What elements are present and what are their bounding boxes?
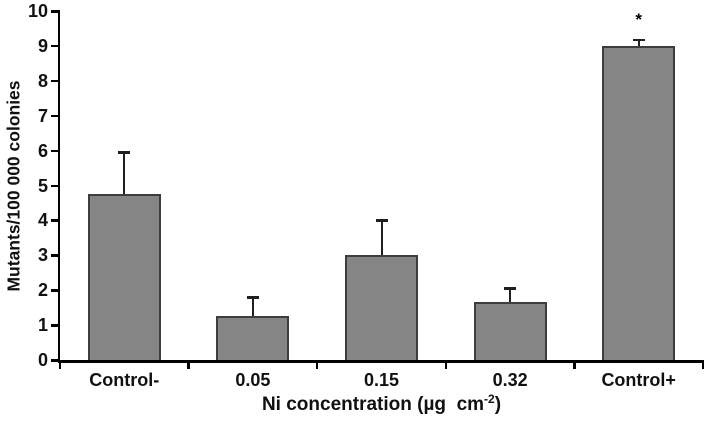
error-bar-line xyxy=(509,288,512,303)
y-axis-tick xyxy=(51,324,58,327)
error-bar-line xyxy=(251,297,254,317)
x-axis-title-close-paren: ) xyxy=(494,394,502,415)
y-axis-tick xyxy=(51,254,58,257)
error-bar-line xyxy=(637,39,640,46)
x-axis-tick xyxy=(444,362,448,369)
y-axis-tick-label: 3 xyxy=(37,245,48,266)
y-axis-tick xyxy=(51,79,58,83)
x-axis-tick xyxy=(187,362,190,369)
y-axis-tick xyxy=(51,114,58,118)
bar xyxy=(87,194,161,360)
y-axis-tick-label: 9 xyxy=(37,35,48,56)
bar xyxy=(602,45,676,360)
x-axis-title-text: Ni concentration (µg cm xyxy=(261,394,485,415)
y-axis-tick-label: 6 xyxy=(37,140,48,161)
y-axis-line xyxy=(57,10,60,360)
x-axis-category-label: 0.05 xyxy=(235,370,271,390)
y-axis-tick xyxy=(51,44,58,48)
y-axis-tick xyxy=(51,219,58,222)
bar xyxy=(473,302,547,360)
y-axis-tick xyxy=(51,359,58,362)
error-bar-cap xyxy=(246,296,259,299)
x-axis-title: Ni concentration (µg cm-2) xyxy=(60,392,703,417)
x-axis-category-label: Control+ xyxy=(601,370,676,390)
x-axis-title-superscript: -2 xyxy=(484,392,495,406)
error-bar-cap xyxy=(375,219,388,222)
x-axis-line xyxy=(57,360,704,363)
error-bar-cap xyxy=(632,38,645,42)
y-axis-tick-label: 8 xyxy=(37,70,48,91)
y-axis-tick-label: 1 xyxy=(37,315,48,336)
x-axis-category-label: 0.15 xyxy=(363,370,399,390)
x-axis-category-label: 0.32 xyxy=(492,370,528,390)
bar xyxy=(216,316,290,360)
y-axis-tick xyxy=(51,149,58,153)
x-axis-category-label: Control- xyxy=(89,370,160,390)
y-axis-tick-label: 7 xyxy=(37,105,48,126)
error-bar-cap xyxy=(118,151,131,154)
x-axis-tick xyxy=(58,362,62,369)
x-axis-tick xyxy=(573,362,576,369)
y-axis-tick-label: 5 xyxy=(37,175,48,196)
error-bar-line xyxy=(380,220,383,256)
bar xyxy=(345,255,418,360)
y-axis-tick-label: 0 xyxy=(37,350,48,370)
significance-asterisk: * xyxy=(635,9,642,29)
y-axis-tick xyxy=(51,184,58,187)
error-bar-cap xyxy=(504,287,517,290)
y-axis-tick xyxy=(51,289,58,292)
y-axis-tick-label: 4 xyxy=(37,210,48,231)
y-axis-tick xyxy=(51,10,58,13)
x-axis-tick xyxy=(315,362,319,369)
x-axis-tick xyxy=(701,362,705,369)
y-axis-tick-label: 10 xyxy=(27,1,48,21)
y-axis-tick-label: 2 xyxy=(37,280,48,301)
error-bar-line xyxy=(123,152,126,195)
